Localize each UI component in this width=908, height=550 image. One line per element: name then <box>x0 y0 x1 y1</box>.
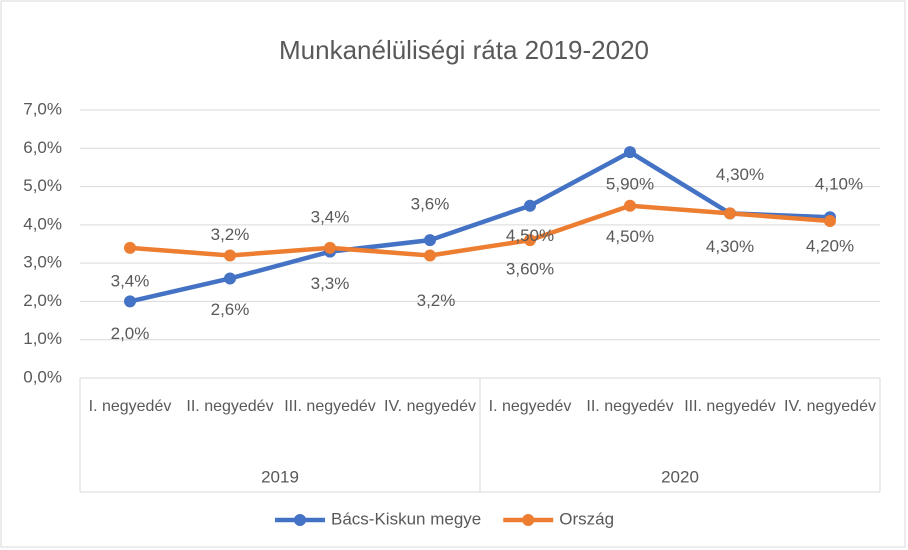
y-tick-label: 5,0% <box>23 176 62 195</box>
x-tick-label: I. negyedév <box>488 398 572 415</box>
x-tick-label: IV. negyedév <box>784 398 876 415</box>
y-tick-label: 2,0% <box>23 291 62 310</box>
data-label: 4,10% <box>815 175 863 194</box>
x-tick-label: III. negyedév <box>684 398 776 415</box>
legend-label: Bács-Kiskun megye <box>331 509 481 528</box>
data-point <box>124 295 136 308</box>
data-label: 4,20% <box>806 237 854 256</box>
x-tick-label: II. negyedév <box>186 398 274 415</box>
chart-title: Munkanélüliségi ráta 2019-2020 <box>279 35 649 65</box>
legend-marker <box>294 514 306 526</box>
y-tick-label: 6,0% <box>23 138 62 157</box>
data-label: 3,2% <box>211 225 250 244</box>
y-tick-label: 0,0% <box>23 367 62 386</box>
data-label: 3,6% <box>411 195 450 214</box>
series-line <box>129 203 831 258</box>
data-point <box>224 249 236 262</box>
data-label: 4,30% <box>716 165 764 184</box>
data-label: 4,50% <box>506 226 554 245</box>
data-label: 4,30% <box>706 237 754 256</box>
x-tick-label: IV. negyedév <box>384 398 476 415</box>
data-point <box>624 146 636 159</box>
data-point <box>524 199 536 212</box>
x-group-label: 2019 <box>261 467 299 486</box>
y-tick-label: 4,0% <box>23 214 62 233</box>
x-tick-label: II. negyedév <box>586 398 674 415</box>
data-label: 2,6% <box>211 300 250 319</box>
series-line <box>129 149 831 304</box>
y-tick-label: 7,0% <box>23 99 62 118</box>
data-point <box>224 272 236 285</box>
data-point <box>124 241 136 254</box>
y-tick-label: 1,0% <box>23 329 62 348</box>
data-label: 3,4% <box>111 271 150 290</box>
data-point <box>424 249 436 262</box>
data-point <box>324 241 336 254</box>
data-label: 3,60% <box>506 260 554 279</box>
legend-marker <box>522 514 535 526</box>
data-point <box>724 207 736 220</box>
data-label: 3,2% <box>417 291 456 310</box>
legend-label: Ország <box>559 509 614 528</box>
data-label: 3,4% <box>311 207 350 226</box>
x-group-label: 2020 <box>661 467 699 486</box>
data-point <box>624 199 636 212</box>
x-tick-label: I. negyedév <box>88 398 172 415</box>
data-point <box>424 234 436 247</box>
x-tick-label: III. negyedév <box>284 398 376 415</box>
data-label: 3,3% <box>311 274 350 293</box>
y-tick-label: 3,0% <box>23 253 62 272</box>
data-point <box>824 215 836 228</box>
data-point <box>524 234 536 247</box>
data-label: 2,0% <box>111 324 150 343</box>
data-label: 4,50% <box>606 227 654 246</box>
data-label: 5,90% <box>606 175 654 194</box>
